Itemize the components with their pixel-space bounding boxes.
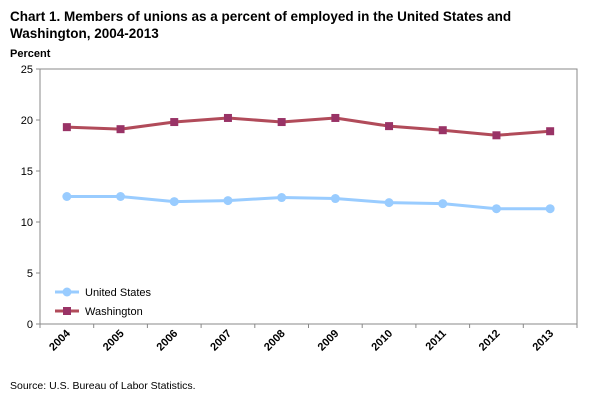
y-axis-label: Percent	[10, 48, 51, 60]
data-point	[438, 126, 447, 135]
legend-item: Washington	[55, 306, 143, 318]
series-line	[66, 116, 551, 137]
x-tick-label: 2006	[155, 328, 181, 354]
x-tick-label: 2010	[369, 328, 395, 354]
x-tick-label: 2012	[477, 328, 503, 354]
data-point	[116, 125, 125, 134]
series-united-states	[62, 192, 555, 214]
data-point	[223, 196, 233, 206]
y-tick-label: 15	[21, 166, 33, 178]
x-tick-label: 2011	[424, 328, 449, 353]
data-point	[492, 131, 501, 140]
legend-label: United States	[85, 287, 152, 299]
x-tick-label: 2007	[208, 328, 234, 354]
y-tick-label: 10	[21, 217, 33, 229]
chart-title: Chart 1. Members of unions as a percent …	[10, 9, 512, 41]
series-line	[66, 195, 551, 211]
data-point	[384, 198, 394, 208]
y-axis-ticks: 0 5 10 15 20 25	[21, 64, 40, 331]
data-point	[62, 123, 71, 132]
x-tick-label: 2008	[262, 328, 288, 354]
data-point	[330, 194, 340, 204]
legend-swatch-marker	[62, 287, 72, 297]
legend-label: Washington	[85, 306, 143, 318]
legend-swatch-marker	[63, 307, 71, 315]
data-point	[62, 192, 72, 201]
y-tick-label: 0	[27, 319, 33, 331]
data-point	[331, 113, 340, 122]
legend-item: United States	[55, 287, 152, 299]
x-tick-label: 2004	[47, 327, 73, 353]
data-point	[223, 113, 232, 122]
y-tick-label: 20	[21, 115, 33, 127]
legend: United States Washington	[55, 287, 152, 318]
x-tick-label: 2013	[530, 328, 556, 354]
series-washington	[62, 113, 555, 140]
y-tick-label: 25	[21, 64, 33, 76]
data-point	[277, 118, 286, 127]
data-point	[116, 192, 126, 201]
source-note: Source: U.S. Bureau of Labor Statistics.	[10, 380, 196, 392]
x-tick-label: 2009	[316, 328, 342, 354]
data-point	[438, 199, 448, 209]
series-layer	[62, 113, 555, 214]
data-point	[491, 204, 501, 214]
data-point	[545, 204, 555, 214]
y-tick-label: 5	[27, 268, 33, 280]
data-point	[170, 118, 179, 127]
x-axis-ticks: 2004 2005 2006 2007 2008 2009 2010 2011 2012 2013	[39, 324, 578, 354]
data-point	[169, 197, 179, 207]
data-point	[546, 127, 555, 136]
data-point	[385, 122, 394, 131]
x-tick-label: 2005	[101, 328, 127, 354]
data-point	[277, 193, 287, 203]
